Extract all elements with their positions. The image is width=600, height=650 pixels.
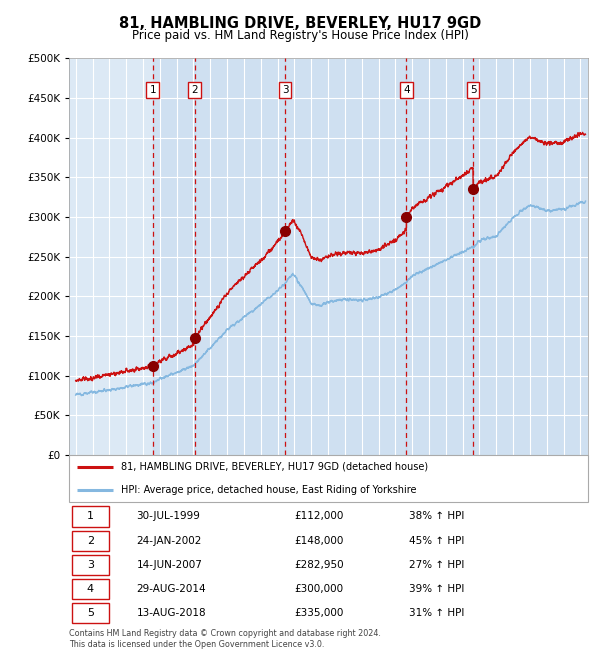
Bar — [194, 58, 285, 455]
Text: £300,000: £300,000 — [295, 584, 344, 594]
Text: 30-JUL-1999: 30-JUL-1999 — [136, 512, 200, 521]
Text: 45% ↑ HPI: 45% ↑ HPI — [409, 536, 464, 545]
Text: £335,000: £335,000 — [295, 608, 344, 618]
FancyBboxPatch shape — [69, 455, 588, 502]
Text: 13-AUG-2018: 13-AUG-2018 — [136, 608, 206, 618]
Text: 81, HAMBLING DRIVE, BEVERLEY, HU17 9GD: 81, HAMBLING DRIVE, BEVERLEY, HU17 9GD — [119, 16, 481, 31]
Text: 5: 5 — [470, 85, 476, 95]
Text: 14-JUN-2007: 14-JUN-2007 — [136, 560, 202, 570]
Text: 5: 5 — [87, 608, 94, 618]
Text: HPI: Average price, detached house, East Riding of Yorkshire: HPI: Average price, detached house, East… — [121, 485, 416, 495]
Text: 1: 1 — [149, 85, 156, 95]
Bar — [406, 58, 473, 455]
Text: 4: 4 — [403, 85, 410, 95]
FancyBboxPatch shape — [71, 554, 109, 575]
Text: 1: 1 — [87, 512, 94, 521]
Text: 29-AUG-2014: 29-AUG-2014 — [136, 584, 206, 594]
Text: 27% ↑ HPI: 27% ↑ HPI — [409, 560, 464, 570]
Bar — [152, 58, 194, 455]
Text: This data is licensed under the Open Government Licence v3.0.: This data is licensed under the Open Gov… — [69, 640, 325, 649]
Text: 4: 4 — [87, 584, 94, 594]
FancyBboxPatch shape — [71, 506, 109, 526]
Text: £112,000: £112,000 — [295, 512, 344, 521]
Text: 2: 2 — [191, 85, 198, 95]
Text: Price paid vs. HM Land Registry's House Price Index (HPI): Price paid vs. HM Land Registry's House … — [131, 29, 469, 42]
Text: 3: 3 — [282, 85, 289, 95]
Text: 39% ↑ HPI: 39% ↑ HPI — [409, 584, 464, 594]
Bar — [285, 58, 406, 455]
Text: £282,950: £282,950 — [295, 560, 344, 570]
Text: 24-JAN-2002: 24-JAN-2002 — [136, 536, 202, 545]
FancyBboxPatch shape — [71, 579, 109, 599]
Text: 81, HAMBLING DRIVE, BEVERLEY, HU17 9GD (detached house): 81, HAMBLING DRIVE, BEVERLEY, HU17 9GD (… — [121, 462, 428, 472]
Text: 31% ↑ HPI: 31% ↑ HPI — [409, 608, 464, 618]
Text: £148,000: £148,000 — [295, 536, 344, 545]
Text: Contains HM Land Registry data © Crown copyright and database right 2024.: Contains HM Land Registry data © Crown c… — [69, 629, 381, 638]
Text: 38% ↑ HPI: 38% ↑ HPI — [409, 512, 464, 521]
Text: 3: 3 — [87, 560, 94, 570]
Bar — [473, 58, 589, 455]
FancyBboxPatch shape — [71, 530, 109, 551]
FancyBboxPatch shape — [71, 603, 109, 623]
Text: 2: 2 — [87, 536, 94, 545]
